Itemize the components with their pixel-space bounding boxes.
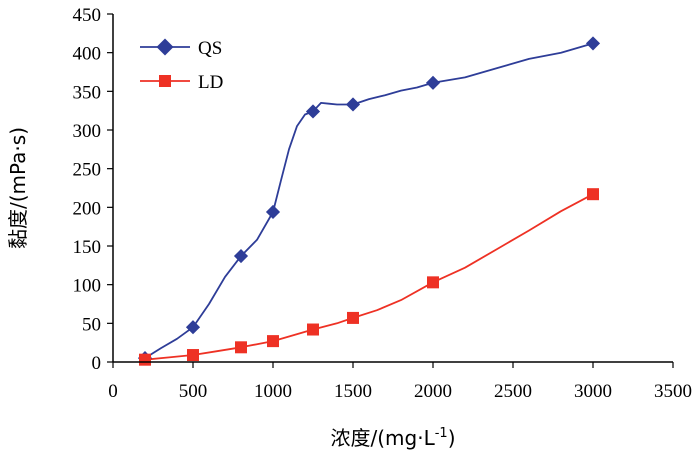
y-tick-label: 50 <box>82 314 101 335</box>
x-axis-title-close: ) <box>448 426 456 450</box>
y-ticks: 0 50 100 150 200 250 300 350 400 450 <box>73 5 113 374</box>
x-axis-title: 浓度/(mg·L-1) <box>331 426 456 450</box>
data-point-ld <box>139 353 151 366</box>
x-axis-title-main: 浓度/(mg·L <box>331 426 436 450</box>
legend-label-qs: QS <box>198 38 222 59</box>
data-point-ld <box>347 311 359 324</box>
data-point-qs <box>345 97 361 112</box>
y-tick-label: 450 <box>73 5 102 26</box>
y-tick-label: 200 <box>73 198 102 219</box>
plot-markers <box>137 36 601 366</box>
data-point-qs <box>305 104 321 119</box>
data-point-ld <box>587 188 599 201</box>
series-line-qs <box>144 42 594 359</box>
y-axis-title: 黏度/(mPa·s) <box>6 127 30 249</box>
plot-lines <box>144 42 594 361</box>
x-tick-label: 1000 <box>254 381 292 402</box>
x-tick-label: 0 <box>108 381 118 402</box>
x-tick-label: 2000 <box>414 381 452 402</box>
data-point-ld <box>307 323 319 336</box>
y-tick-label: 400 <box>73 44 102 65</box>
data-point-qs <box>425 75 441 90</box>
data-point-qs <box>185 320 201 335</box>
x-tick-label: 3500 <box>654 381 692 402</box>
y-tick-label: 150 <box>73 237 102 258</box>
data-point-ld <box>235 341 247 354</box>
legend-marker-qs <box>156 38 174 56</box>
x-axis-title-superscript: -1 <box>435 426 448 441</box>
y-tick-label: 350 <box>73 82 102 103</box>
series-line-ld <box>144 193 594 361</box>
x-tick-label: 3000 <box>574 381 612 402</box>
y-tick-label: 250 <box>73 160 102 181</box>
x-tick-label: 2500 <box>494 381 532 402</box>
y-tick-label: 300 <box>73 121 102 142</box>
data-point-qs <box>265 204 281 220</box>
y-tick-label: 100 <box>73 276 102 297</box>
data-point-ld <box>267 335 279 348</box>
y-tick-label: 0 <box>92 353 102 374</box>
data-point-ld <box>187 349 199 362</box>
axes <box>112 14 673 363</box>
data-point-ld <box>427 276 439 289</box>
legend-label-ld: LD <box>198 72 223 93</box>
legend-marker-ld <box>159 75 171 87</box>
legend: QS LD <box>140 38 223 93</box>
x-tick-label: 500 <box>179 381 208 402</box>
data-point-qs <box>585 36 601 51</box>
x-tick-label: 1500 <box>334 381 372 402</box>
x-ticks: 0 500 1000 1500 2000 2500 3000 3500 <box>108 362 692 402</box>
data-point-qs <box>233 248 249 264</box>
